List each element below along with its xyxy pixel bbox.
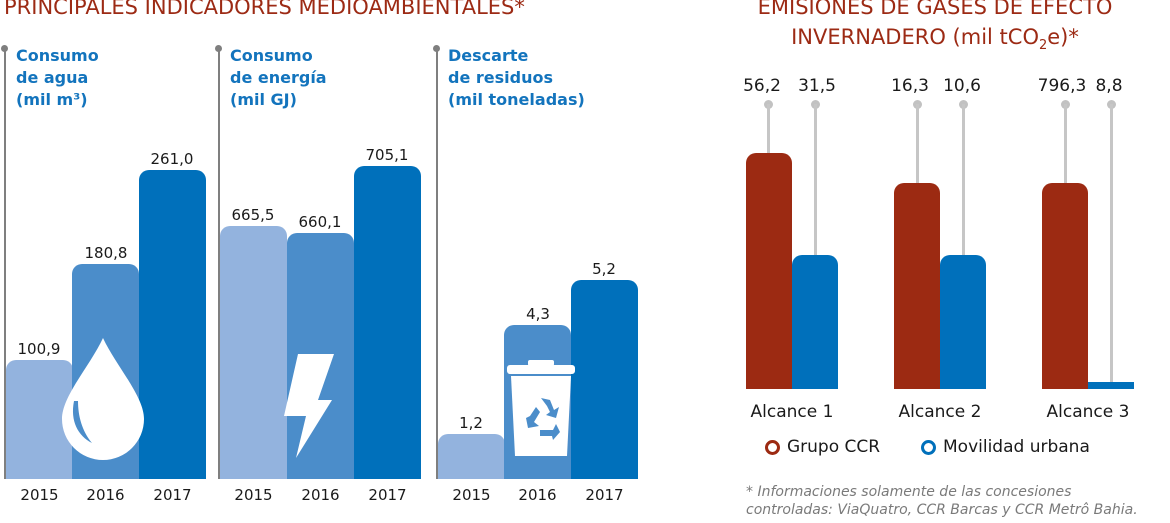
- bar-value: 4,3: [526, 305, 550, 323]
- bar-2017: [354, 166, 421, 479]
- year-label: 2017: [368, 486, 407, 504]
- bar-value: 5,2: [592, 260, 616, 278]
- grupo-value: 16,3: [891, 76, 929, 96]
- title-text: e)*: [1047, 25, 1079, 49]
- legend-movilidad-urbana: Movilidad urbana: [921, 437, 1090, 457]
- movilidad-value: 8,8: [1095, 76, 1123, 96]
- bar-value: 1,2: [459, 414, 483, 432]
- stem-line: [814, 104, 817, 264]
- bar-value: 100,9: [17, 340, 61, 358]
- legend-label: Movilidad urbana: [943, 437, 1090, 457]
- right-chart-title-line2: INVERNADERO (mil tCO2e)*: [700, 24, 1170, 59]
- grupo-value: 56,2: [743, 76, 781, 96]
- water-subtitle: Consumo de agua (mil m³): [16, 46, 99, 109]
- bar-value: 180,8: [84, 244, 128, 262]
- bar-movilidad-urbana: [940, 255, 986, 389]
- bar-value: 261,0: [150, 150, 194, 168]
- bar-2015: [438, 434, 505, 479]
- bar-grupo-ccr: [1042, 183, 1088, 389]
- legend-marker-icon: [921, 439, 936, 455]
- lightning-bolt-icon: [284, 354, 334, 458]
- stem-line: [962, 104, 965, 264]
- stem-line: [1110, 104, 1113, 384]
- bar-grupo-ccr: [894, 183, 940, 389]
- bar-value: 660,1: [298, 213, 342, 231]
- stem-line: [767, 104, 770, 164]
- title-text: INVERNADERO (mil tCO: [791, 25, 1039, 49]
- bar-2015: [6, 360, 73, 479]
- category-label: Alcance 3: [1046, 402, 1130, 422]
- water-drop-icon: [62, 338, 144, 460]
- category-label: Alcance 2: [898, 402, 982, 422]
- left-chart-title: PRINCIPALES INDICADORES MEDIOAMBIENTALES…: [4, 0, 525, 19]
- legend-grupo-ccr: Grupo CCR: [765, 437, 880, 457]
- year-label: 2015: [20, 486, 59, 504]
- bar-2015: [220, 226, 287, 479]
- legend-label: Grupo CCR: [787, 437, 881, 457]
- bar-movilidad-urbana: [792, 255, 838, 389]
- axis-line: [218, 48, 220, 479]
- category-label: Alcance 1: [750, 402, 834, 422]
- energy-subtitle: Consumo de energía (mil GJ): [230, 46, 327, 109]
- year-label: 2017: [585, 486, 624, 504]
- movilidad-value: 31,5: [798, 76, 836, 96]
- stem-line: [1064, 104, 1067, 194]
- recycle-bin-icon: [507, 360, 575, 456]
- bar-2017: [139, 170, 206, 479]
- year-label: 2017: [153, 486, 192, 504]
- axis-line: [4, 48, 6, 479]
- year-label: 2015: [452, 486, 491, 504]
- title-subscript: 2: [1038, 38, 1048, 54]
- waste-subtitle: Descarte de residuos (mil toneladas): [448, 46, 585, 109]
- bar-value: 705,1: [365, 146, 409, 164]
- bar-value: 665,5: [231, 206, 275, 224]
- year-label: 2016: [86, 486, 125, 504]
- year-label: 2016: [301, 486, 340, 504]
- axis-line: [436, 48, 438, 479]
- bar-grupo-ccr: [746, 153, 792, 389]
- movilidad-value: 10,6: [943, 76, 981, 96]
- bar-2017: [571, 280, 638, 479]
- stem-line: [916, 104, 919, 194]
- right-chart-title-line1: EMISIONES DE GASES DE EFECTO: [757, 0, 1113, 19]
- legend-marker-icon: [765, 439, 780, 455]
- footnote: * Informaciones solamente de las concesi…: [746, 484, 1138, 518]
- year-label: 2016: [518, 486, 557, 504]
- year-label: 2015: [234, 486, 273, 504]
- bar-movilidad-urbana: [1088, 382, 1134, 389]
- grupo-value: 796,3: [1037, 76, 1087, 96]
